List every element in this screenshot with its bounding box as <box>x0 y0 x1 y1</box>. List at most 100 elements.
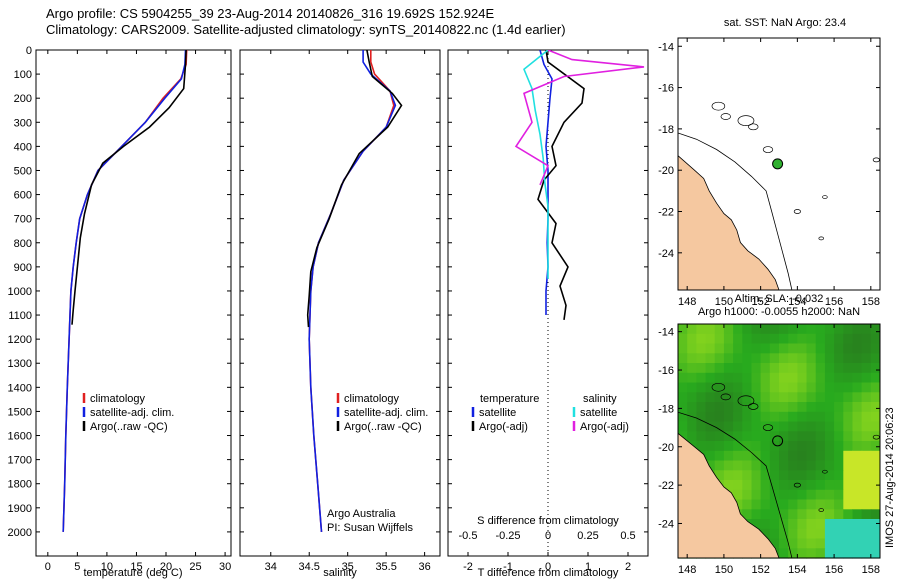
sla-heatmap-cell <box>806 470 817 481</box>
sla-heatmap-cell <box>760 441 771 452</box>
sla-heatmap-cell <box>824 402 835 413</box>
sla-heatmap-cell <box>760 499 771 510</box>
reef-outline <box>818 508 824 512</box>
sla-heatmap-cell <box>788 489 798 501</box>
sla-heatmap-cell <box>705 343 716 354</box>
sla-heatmap-cell <box>687 324 697 335</box>
sla-heatmap-cell <box>797 324 808 335</box>
sla-heatmap-cell <box>733 353 743 364</box>
sla-heatmap-cell <box>815 353 826 364</box>
sla-heatmap-cell <box>779 431 789 442</box>
sla-heatmap-cell <box>870 509 881 520</box>
sla-heatmap-cell <box>861 538 872 549</box>
sla-heatmap-cell <box>687 372 697 384</box>
sla-heatmap-cell <box>733 392 743 403</box>
sla-heatmap-cell <box>861 363 872 374</box>
reef-outline <box>737 115 755 126</box>
sla-heatmap-cell <box>834 480 844 491</box>
temp-legend-satellite-label: satellite-adj. clim. <box>90 407 174 419</box>
sla-heatmap-cell <box>696 353 707 364</box>
sst-map-x-tick-label: 158 <box>862 296 880 308</box>
s-diff-tick-label: -0.25 <box>495 530 520 542</box>
sla-heatmap-cell <box>824 343 835 354</box>
sla-heatmap-cell <box>769 333 780 345</box>
sla-heatmap-cell <box>806 392 817 403</box>
sla-heatmap-cell <box>769 343 780 354</box>
sla-heatmap-cell <box>861 421 872 432</box>
sla-heatmap-cell <box>861 402 872 413</box>
sst-map-x-tick-label: 156 <box>825 296 843 308</box>
sla-heatmap-cell <box>852 460 863 471</box>
sst-map-title: sat. SST: NaN Argo: 23.4 <box>724 17 846 29</box>
sla-heatmap-cell <box>714 382 725 393</box>
sla-heatmap-cell <box>834 460 844 471</box>
sla-map-y-tick-label: -24 <box>658 518 674 530</box>
sla-heatmap-cell <box>733 460 743 471</box>
sla-heatmap-cell <box>824 528 835 540</box>
sla-heatmap-cell <box>733 343 743 354</box>
sla-heatmap-cell <box>824 548 835 559</box>
depth-tick-label: 1300 <box>8 358 32 370</box>
sla-heatmap-cell <box>751 411 762 423</box>
sla-heatmap-cell <box>797 372 808 384</box>
sla-heatmap-cell <box>696 324 707 335</box>
sst-map-y-tick-label: -22 <box>658 207 674 219</box>
sla-heatmap-cell <box>769 382 780 393</box>
sla-heatmap-cell <box>723 470 734 481</box>
sla-heatmap-cell <box>705 431 716 442</box>
sla-heatmap-cell <box>779 343 789 354</box>
sla-heatmap-cell <box>861 411 872 423</box>
sla-map-y-tick-label: -18 <box>658 403 674 415</box>
sla-heatmap-cell <box>751 431 762 442</box>
sla-heatmap-cell <box>742 489 752 501</box>
sla-heatmap-cell <box>834 343 844 354</box>
sla-heatmap-cell <box>815 509 826 520</box>
sla-heatmap-cell <box>742 509 752 520</box>
sla-heatmap-cell <box>824 324 835 335</box>
sla-heatmap-cell <box>824 538 835 549</box>
sla-heatmap-cell <box>788 441 798 452</box>
sla-heatmap-cell <box>678 372 688 384</box>
sla-heatmap-cell <box>815 363 826 374</box>
sla-heatmap-cell <box>723 382 734 393</box>
sla-heatmap-cell <box>769 363 780 374</box>
sla-heatmap-cell <box>843 372 853 384</box>
sla-heatmap-cell <box>797 402 808 413</box>
sla-heatmap-cell <box>742 470 752 481</box>
sal-x-tick-label: 35 <box>342 561 354 573</box>
sla-heatmap-cell <box>769 441 780 452</box>
sla-heatmap-cell <box>760 353 771 364</box>
sla-heatmap-cell <box>788 470 798 481</box>
reef-outline <box>720 113 731 120</box>
sla-heatmap-cell <box>806 324 817 335</box>
sla-heatmap-cell <box>779 480 789 491</box>
sla-heatmap-cell <box>861 372 872 384</box>
sla-heatmap-cell <box>843 392 853 403</box>
sla-heatmap-cell <box>815 480 826 491</box>
sla-heatmap-cell <box>714 343 725 354</box>
sla-heatmap-cell <box>769 480 780 491</box>
sla-heatmap-cell <box>705 363 716 374</box>
sla-heatmap-cell <box>852 450 863 462</box>
sla-heatmap-cell <box>834 538 844 549</box>
sla-map-y-tick-label: -16 <box>658 365 674 377</box>
reef-outline <box>822 195 828 199</box>
sla-heatmap-cell <box>843 519 853 530</box>
depth-tick-label: 1500 <box>8 406 32 418</box>
sla-heatmap-cell <box>705 353 716 364</box>
sla-heatmap-cell <box>751 470 762 481</box>
temp-x-tick-label: 0 <box>45 561 51 573</box>
sla-heatmap-cell <box>834 489 844 501</box>
sla-heatmap-cell <box>861 460 872 471</box>
sla-heatmap-cell <box>815 392 826 403</box>
sla-heatmap-cell <box>834 450 844 462</box>
sla-heatmap-cell <box>824 509 835 520</box>
sla-heatmap-cell <box>705 392 716 403</box>
sla-heatmap-cell <box>714 392 725 403</box>
sst-map-x-tick-label: 154 <box>788 296 806 308</box>
sla-map-title-line-1: Altim. SLA: -0.032 <box>735 293 824 305</box>
sla-heatmap-cell <box>788 421 798 432</box>
sla-heatmap-cell <box>779 411 789 423</box>
sla-heatmap-cell <box>788 353 798 364</box>
